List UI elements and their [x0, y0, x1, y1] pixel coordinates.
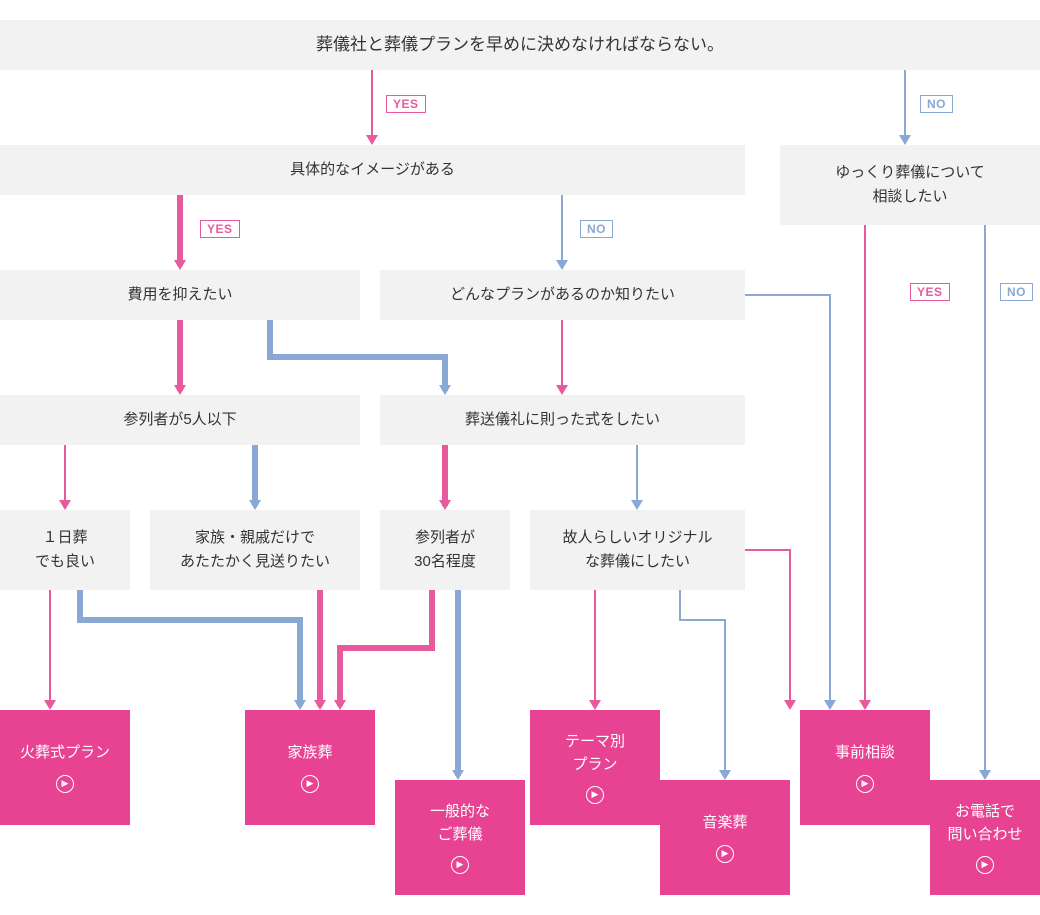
node-ritual: 葬送儀礼に則った式をしたい — [380, 395, 745, 445]
result-tel[interactable]: お電話で問い合わせ ▶ — [930, 780, 1040, 895]
chevron-right-icon: ▶ — [451, 856, 469, 874]
result-ippan[interactable]: 一般的なご葬儀 ▶ — [395, 780, 525, 895]
chevron-right-icon: ▶ — [586, 786, 604, 804]
result-kazoku[interactable]: 家族葬 ▶ — [245, 710, 375, 825]
node-under5: 参列者が5人以下 — [0, 395, 360, 445]
result-kasou[interactable]: 火葬式プラン ▶ — [0, 710, 130, 825]
result-label: お電話で問い合わせ — [947, 801, 1022, 846]
result-label: テーマ別プラン — [565, 731, 625, 776]
no-label: NO — [580, 220, 613, 238]
result-ongaku[interactable]: 音楽葬 ▶ — [660, 780, 790, 895]
node-about30: 参列者が30名程度 — [380, 510, 510, 590]
node-original: 故人らしいオリジナルな葬儀にしたい — [530, 510, 745, 590]
no-label: NO — [1000, 283, 1033, 301]
result-jizen[interactable]: 事前相談 ▶ — [800, 710, 930, 825]
node-knowplan: どんなプランがあるのか知りたい — [380, 270, 745, 320]
yes-label: YES — [200, 220, 240, 238]
yes-label: YES — [910, 283, 950, 301]
node-consult: ゆっくり葬儀について相談したい — [780, 145, 1040, 225]
flowchart-canvas: 葬儀社と葬儀プランを早めに決めなければならない。具体的なイメージがあるゆっくり葬… — [0, 0, 1040, 915]
node-root: 葬儀社と葬儀プランを早めに決めなければならない。 — [0, 20, 1040, 70]
node-cost: 費用を抑えたい — [0, 270, 360, 320]
node-family: 家族・親戚だけであたたかく見送りたい — [150, 510, 360, 590]
result-label: 音楽葬 — [702, 812, 747, 835]
chevron-right-icon: ▶ — [856, 775, 874, 793]
result-label: 事前相談 — [835, 742, 895, 765]
node-oneday: １日葬でも良い — [0, 510, 130, 590]
node-image: 具体的なイメージがある — [0, 145, 745, 195]
chevron-right-icon: ▶ — [56, 775, 74, 793]
chevron-right-icon: ▶ — [716, 845, 734, 863]
result-label: 火葬式プラン — [20, 742, 110, 765]
no-label: NO — [920, 95, 953, 113]
chevron-right-icon: ▶ — [976, 856, 994, 874]
result-theme[interactable]: テーマ別プラン ▶ — [530, 710, 660, 825]
chevron-right-icon: ▶ — [301, 775, 319, 793]
yes-label: YES — [386, 95, 426, 113]
result-label: 一般的なご葬儀 — [430, 801, 490, 846]
result-label: 家族葬 — [287, 742, 332, 765]
